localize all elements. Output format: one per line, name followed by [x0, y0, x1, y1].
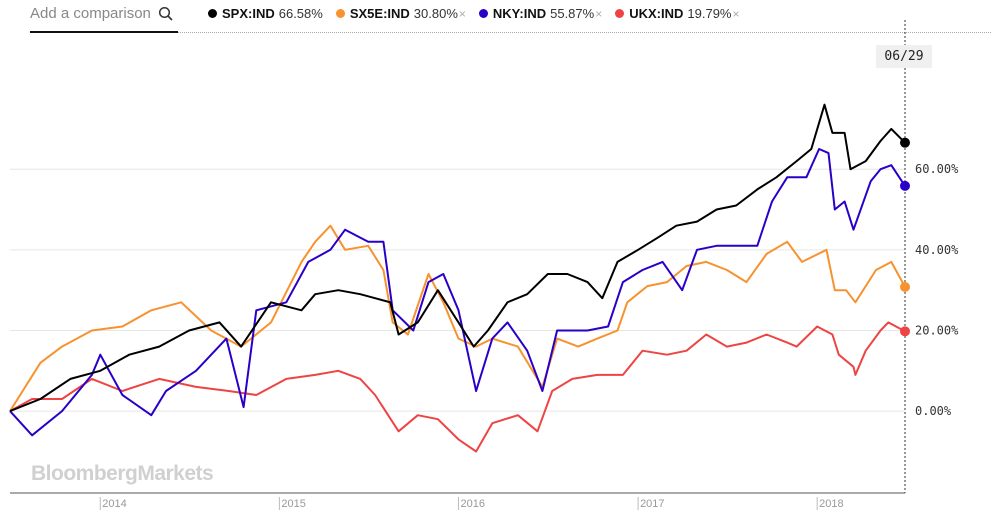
legend-ticker: SX5E:IND: [349, 6, 410, 21]
bloomberg-watermark: BloombergMarkets: [31, 462, 214, 485]
legend-dot-icon: [208, 9, 217, 18]
remove-icon[interactable]: ×: [458, 6, 466, 21]
x-tick-label: 2014: [102, 498, 126, 510]
legend-item-spx[interactable]: SPX:IND 66.58%: [208, 6, 323, 21]
remove-icon[interactable]: ×: [595, 6, 603, 21]
y-tick-label: 60.00%: [915, 162, 959, 176]
x-tick-label: 2016: [460, 498, 484, 510]
y-tick-label: 20.00%: [915, 323, 959, 337]
x-tick-label: 2017: [640, 498, 664, 510]
legend-value: 55.87%: [550, 6, 595, 21]
legend-ticker: NKY:IND: [492, 6, 547, 21]
series-line-nky: [9, 148, 906, 437]
legend-item-sx5e[interactable]: SX5E:IND 30.80% ×: [335, 6, 466, 21]
legend: SPX:IND 66.58% SX5E:IND 30.80% × NKY:IND 55.87…: [208, 6, 740, 21]
series-end-marker: [900, 180, 910, 191]
legend-item-nky[interactable]: NKY:IND 55.87% ×: [478, 6, 603, 21]
legend-dot-icon: [335, 9, 345, 18]
x-tick-label: 2018: [819, 498, 843, 510]
search-placeholder: Add a comparison: [30, 5, 151, 22]
search-icon[interactable]: [158, 6, 174, 22]
legend-value: 66.58%: [278, 6, 323, 21]
legend-dot-icon: [615, 9, 625, 18]
series-end-marker: [900, 326, 910, 337]
x-tick-label: 2015: [281, 498, 305, 510]
y-tick-label: 40.00%: [915, 243, 959, 257]
legend-item-ukx[interactable]: UKX:IND 19.79% ×: [615, 6, 740, 21]
series-line-ukx: [9, 321, 906, 453]
add-comparison-input[interactable]: Add a comparison: [30, 0, 178, 33]
header-divider: [178, 32, 991, 33]
legend-ticker: UKX:IND: [629, 6, 684, 21]
series-line-spx: [9, 103, 906, 413]
legend-dot-icon: [478, 9, 488, 18]
legend-ticker: SPX:IND: [222, 6, 275, 21]
series-end-marker: [900, 281, 910, 292]
y-tick-label: 0.00%: [915, 404, 952, 418]
cursor-date-label: 06/29: [876, 45, 932, 68]
legend-value: 30.80%: [413, 6, 458, 21]
series-end-marker: [900, 137, 910, 148]
legend-value: 19.79%: [687, 6, 732, 21]
remove-icon[interactable]: ×: [732, 6, 740, 21]
